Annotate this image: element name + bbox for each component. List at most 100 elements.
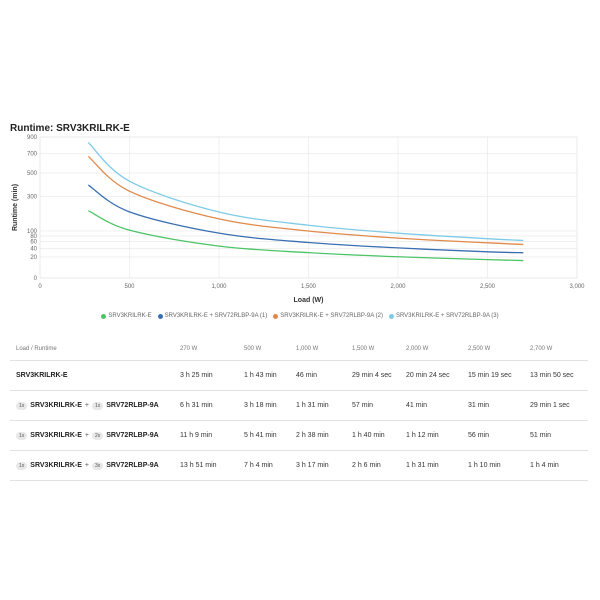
y-tick-label: 20	[30, 255, 37, 261]
legend-label: SRV3KRILRK-E + SRV72RLBP-9A (2)	[280, 313, 383, 319]
runtime-value: 3 h 17 min	[296, 462, 329, 469]
x-tick-label: 2,000	[390, 284, 406, 290]
series-line-1	[88, 210, 524, 262]
runtime-value: 46 min	[296, 372, 318, 379]
battery-model: SRV72RLBP-9A	[106, 462, 159, 469]
ups-model: SRV3KRILRK-E	[30, 402, 82, 409]
x-tick-label: 0	[38, 284, 42, 290]
quantity-badge: 1x	[16, 461, 28, 470]
quantity-badge: 3x	[91, 461, 104, 470]
chart-legend: SRV3KRILRK-E SRV3KRILRK-E + SRV72RLBP-9A …	[0, 313, 600, 321]
config-cell: 1x SRV3KRILRK-E +1x SRV72RLBP-9A	[16, 391, 159, 420]
legend-label: SRV3KRILRK-E	[108, 313, 152, 319]
runtime-value: 2 h 6 min	[352, 462, 381, 469]
legend-marker	[157, 313, 163, 319]
ups-model: SRV3KRILRK-E	[30, 432, 82, 439]
ups-model: SRV3KRILRK-E	[30, 462, 82, 469]
quantity-badge: 2x	[91, 431, 104, 440]
plus-sign: +	[84, 402, 89, 409]
table-header-label: Load / Runtime	[16, 346, 57, 352]
runtime-value: 15 min 19 sec	[468, 372, 512, 379]
battery-model: SRV72RLBP-9A	[106, 402, 159, 409]
x-tick-label: 500	[124, 284, 135, 290]
runtime-value: 1 h 10 min	[468, 462, 501, 469]
table-header-load: 1,500 W	[352, 346, 375, 352]
chart-title: Runtime: SRV3KRILRK-E	[10, 123, 130, 134]
legend-marker	[388, 313, 394, 319]
runtime-chart: 0 500 1,000 1,500 2,000 2,500 3,000 0 20 40608010…	[12, 135, 585, 304]
legend-label: SRV3KRILRK-E + SRV72RLBP-9A (3)	[395, 313, 499, 319]
series-line-3	[87, 155, 524, 246]
runtime-value: 56 min	[468, 432, 490, 439]
y-tick-label: 300	[27, 195, 38, 201]
config-cell: SRV3KRILRK-E	[16, 361, 68, 390]
runtime-value: 11 h 9 min	[180, 432, 213, 439]
config-label: 1x SRV3KRILRK-E +2x SRV72RLBP-9A	[16, 431, 159, 440]
table-header-load: 1,000 W	[296, 346, 319, 352]
series-line-2	[87, 184, 524, 254]
y-tick-label: 40	[30, 246, 37, 252]
y-tick-label: 60	[30, 240, 37, 246]
table-row: 1x SRV3KRILRK-E +2x SRV72RLBP-9A 11 h 9 min 5…	[10, 421, 588, 451]
x-axis-label: Load (W)	[294, 297, 324, 304]
legend-item-4[interactable]: SRV3KRILRK-E + SRV72RLBP-9A (3)	[388, 313, 499, 319]
runtime-value: 2 h 38 min	[296, 432, 329, 439]
runtime-value: 31 min	[468, 402, 490, 409]
y-tick-label: 0	[34, 276, 38, 282]
ups-model: SRV3KRILRK-E	[16, 372, 68, 379]
config-cell: 1x SRV3KRILRK-E +3x SRV72RLBP-9A	[16, 451, 159, 480]
x-tick-label: 1,000	[211, 284, 227, 290]
plus-sign: +	[84, 432, 89, 439]
runtime-value: 1 h 4 min	[530, 462, 559, 469]
table-row: 1x SRV3KRILRK-E +1x SRV72RLBP-9A 6 h 31 min 3…	[10, 391, 588, 421]
runtime-value: 51 min	[530, 432, 552, 439]
x-tick-label: 1,500	[301, 284, 317, 290]
table-header-load: 270 W	[180, 346, 198, 352]
table-row: 1x SRV3KRILRK-E +3x SRV72RLBP-9A 13 h 51 min…	[10, 451, 588, 481]
y-tick-label: 700	[27, 152, 38, 158]
table-header-load: 500 W	[244, 346, 262, 352]
table-header-load: 2,000 W	[406, 346, 429, 352]
y-tick-label: 500	[27, 171, 38, 177]
quantity-badge: 1x	[16, 401, 28, 410]
config-label: 1x SRV3KRILRK-E +3x SRV72RLBP-9A	[16, 461, 159, 470]
table-header-row: Load / Runtime 270 W 500 W 1,000 W 1,500 W 2,…	[10, 338, 588, 361]
config-label: SRV3KRILRK-E	[16, 372, 68, 379]
quantity-badge: 1x	[16, 431, 28, 440]
table-header-load: 2,700 W	[530, 346, 553, 352]
legend-label: SRV3KRILRK-E + SRV72RLBP-9A (1)	[164, 313, 268, 319]
quantity-badge: 1x	[91, 401, 104, 410]
runtime-value: 1 h 31 min	[296, 402, 329, 409]
x-tick-label: 2,500	[480, 284, 496, 290]
legend-item-3[interactable]: SRV3KRILRK-E + SRV72RLBP-9A (2)	[273, 313, 383, 319]
legend-item-2[interactable]: SRV3KRILRK-E + SRV72RLBP-9A (1)	[157, 313, 268, 319]
table-header-load: 2,500 W	[468, 346, 491, 352]
runtime-value: 6 h 31 min	[180, 402, 213, 409]
runtime-value: 57 min	[352, 402, 374, 409]
runtime-value: 41 min	[406, 402, 428, 409]
legend-marker	[273, 313, 279, 319]
runtime-value: 13 h 51 min	[180, 462, 217, 469]
runtime-value: 13 min 50 sec	[530, 372, 574, 379]
runtime-value: 29 min 4 sec	[352, 372, 392, 379]
runtime-value: 7 h 4 min	[244, 462, 273, 469]
runtime-value: 5 h 41 min	[244, 432, 277, 439]
table-row: SRV3KRILRK-E 3 h 25 min 1 h 43 min 46 min 29…	[10, 361, 588, 391]
legend-item-1[interactable]: SRV3KRILRK-E	[101, 313, 152, 319]
runtime-value: 3 h 25 min	[180, 372, 213, 379]
runtime-value: 20 min 24 sec	[406, 372, 450, 379]
y-tick-label: 100	[27, 229, 38, 235]
y-tick-label: 900	[27, 135, 38, 141]
x-tick-label: 3,000	[569, 284, 585, 290]
runtime-value: 3 h 18 min	[244, 402, 277, 409]
runtime-value: 1 h 43 min	[244, 372, 277, 379]
y-axis-label: Runtime (min)	[12, 184, 19, 231]
plus-sign: +	[84, 462, 89, 469]
runtime-value: 29 min 1 sec	[530, 402, 570, 409]
config-label: 1x SRV3KRILRK-E +1x SRV72RLBP-9A	[16, 401, 159, 410]
runtime-table: Load / Runtime 270 W 500 W 1,000 W 1,500 W 2,…	[10, 338, 588, 481]
runtime-value: 1 h 40 min	[352, 432, 385, 439]
legend-marker	[101, 313, 107, 319]
config-cell: 1x SRV3KRILRK-E +2x SRV72RLBP-9A	[16, 421, 159, 450]
